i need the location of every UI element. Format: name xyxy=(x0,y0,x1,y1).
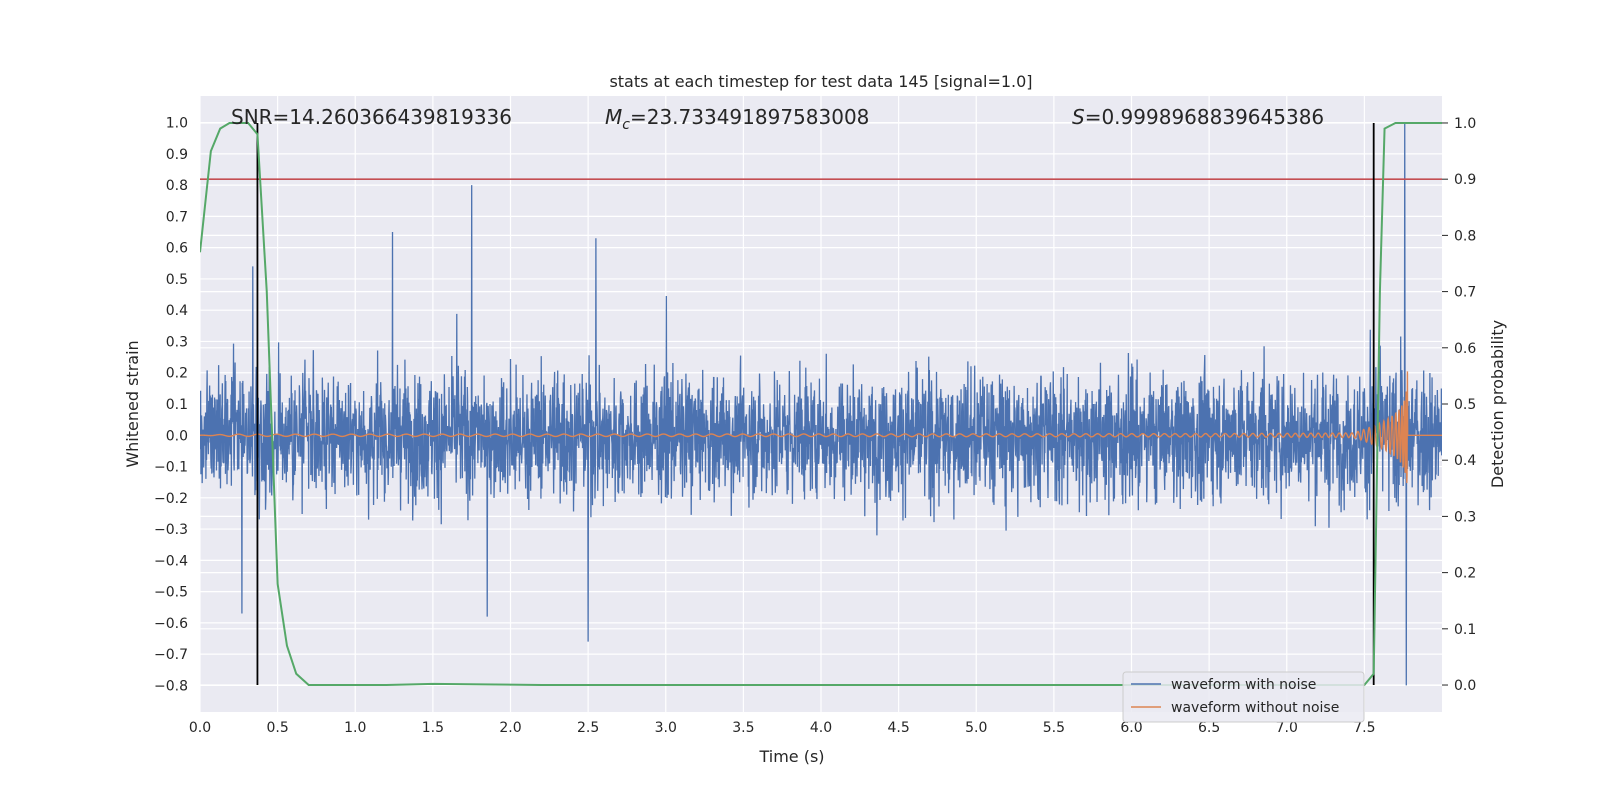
snr-annotation: SNR=14.260366439819336 xyxy=(231,105,512,129)
y-tick-label: 0.0 xyxy=(166,428,188,444)
y-tick-label: −0.7 xyxy=(154,647,188,663)
series-waveform-without-noise xyxy=(200,371,1442,484)
x-tick-label: 3.0 xyxy=(655,720,677,736)
y-axis-title: Whitened strain xyxy=(123,340,142,467)
y-tick-label: −0.5 xyxy=(154,585,188,601)
y-tick-label: 0.6 xyxy=(166,241,188,257)
y-tick-label: 0.2 xyxy=(166,366,188,382)
x-tick-label: 2.0 xyxy=(499,720,521,736)
score-annotation: S=0.9998968839645386 xyxy=(1072,105,1324,129)
x-tick-label: 6.5 xyxy=(1198,720,1220,736)
chart-title: stats at each timestep for test data 145… xyxy=(609,72,1032,91)
y-tick-label: 0.9 xyxy=(166,147,188,163)
y-tick-label: 0.5 xyxy=(166,272,188,288)
x-tick-label: 1.5 xyxy=(422,720,444,736)
x-tick-label: 0.5 xyxy=(266,720,288,736)
y-tick-label: 1.0 xyxy=(166,116,188,132)
legend-box xyxy=(1122,671,1365,723)
y2-tick-label: 0.0 xyxy=(1454,678,1476,694)
series-detection-probability xyxy=(200,121,1442,687)
x-tick-label: 4.5 xyxy=(887,720,909,736)
y-tick-label: −0.6 xyxy=(154,616,188,632)
x-tick-label: 5.0 xyxy=(965,720,987,736)
y-tick-label: 0.7 xyxy=(166,209,188,225)
x-tick-label: 7.5 xyxy=(1353,720,1375,736)
y2-tick-label: 0.9 xyxy=(1454,172,1476,188)
chirp-mass-symbol: M xyxy=(605,105,622,129)
y-tick-label: 0.1 xyxy=(166,397,188,413)
series-waveform-with-noise xyxy=(200,122,1442,686)
chirp-mass-subscript: c xyxy=(622,117,630,133)
y2-tick-label: 0.7 xyxy=(1454,285,1476,301)
y2-tick-label: 0.2 xyxy=(1454,566,1476,582)
y2-tick-label: 0.4 xyxy=(1454,453,1476,469)
x-tick-label: 4.0 xyxy=(810,720,832,736)
plot-area xyxy=(200,121,1442,687)
y-tick-label: −0.1 xyxy=(154,460,188,476)
x-axis-ticks: 0.0 0.5 1.0 1.5 2.0 2.5 3.0 3.5 4.0 4.5 5.0 5.5 6.0 6… xyxy=(189,720,1376,736)
x-tick-label: 1.0 xyxy=(344,720,366,736)
y2-tick-label: 0.8 xyxy=(1454,228,1476,244)
x-tick-label: 5.5 xyxy=(1043,720,1065,736)
y2-tick-label: 0.3 xyxy=(1454,509,1476,525)
y-tick-label: −0.8 xyxy=(154,678,188,694)
y2-tick-label: 0.6 xyxy=(1454,341,1476,357)
y-tick-label: 0.8 xyxy=(166,178,188,194)
x-axis-title: Time (s) xyxy=(758,747,824,766)
y2-tick-label: 0.1 xyxy=(1454,622,1476,638)
x-tick-label: 0.0 xyxy=(189,720,211,736)
y-tick-label: −0.2 xyxy=(154,491,188,507)
score-symbol: S xyxy=(1072,105,1085,129)
score-value: =0.9998968839645386 xyxy=(1085,105,1324,129)
y2-tick-label: 0.5 xyxy=(1454,397,1476,413)
y-tick-label: −0.3 xyxy=(154,522,188,538)
legend-label-noise: waveform with noise xyxy=(1171,677,1316,693)
y-tick-label: 0.3 xyxy=(166,334,188,350)
y2-tick-label: 1.0 xyxy=(1454,116,1476,132)
y2-axis-ticks: 1.0 0.9 0.8 0.7 0.6 0.5 0.4 0.3 0.2 0.1 0.0 xyxy=(1442,116,1476,694)
y2-axis-title: Detection probability xyxy=(1488,320,1507,488)
chirp-mass-annotation: Mc=23.733491897583008 xyxy=(605,105,869,133)
y-tick-label: 0.4 xyxy=(166,303,188,319)
chirp-mass-value: =23.733491897583008 xyxy=(630,105,869,129)
x-tick-label: 2.5 xyxy=(577,720,599,736)
y-axis-ticks: 1.0 0.9 0.8 0.7 0.6 0.5 0.4 0.3 0.2 0.1 0.0 −0.1 −0.… xyxy=(154,116,188,695)
legend: waveform with noise waveform without noi… xyxy=(1122,671,1365,723)
y-tick-label: −0.4 xyxy=(154,553,188,569)
x-tick-label: 7.0 xyxy=(1276,720,1298,736)
x-tick-label: 6.0 xyxy=(1120,720,1142,736)
legend-label-clean: waveform without noise xyxy=(1171,700,1339,716)
x-tick-label: 3.5 xyxy=(732,720,754,736)
